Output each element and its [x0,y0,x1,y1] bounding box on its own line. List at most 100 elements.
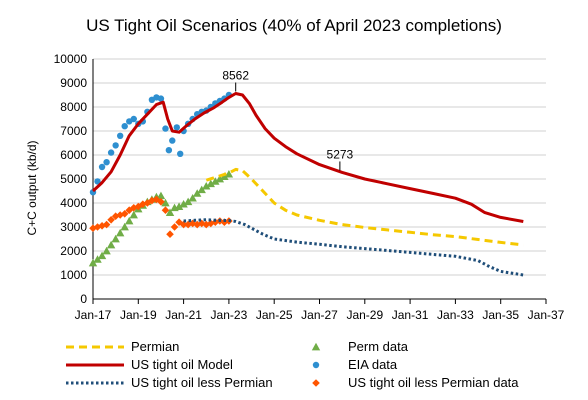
data-point [177,150,184,157]
data-point [188,194,197,202]
x-tick-label: Jan-37 [528,308,565,322]
data-point [215,174,225,183]
legend-entry: Permian [66,339,179,354]
data-point [103,159,110,166]
x-tick-label: Jan-35 [482,308,519,322]
data-point [98,163,106,171]
y-tick-label: 4000 [60,196,87,210]
y-tick-label: 7000 [60,124,87,138]
y-tick-label: 1000 [60,268,87,282]
series-line [205,167,524,247]
data-point [129,204,138,212]
data-point [165,208,175,216]
data-point [88,258,98,267]
data-point [161,198,170,207]
data-point [115,228,125,237]
data-point [179,220,188,229]
legend-label: US tight oil less Permian [131,375,273,390]
data-point [139,200,147,208]
axes: 0 1000 2000 3000 4000 5000 6000 7000 8000 9000 100… [54,52,565,322]
data-point [166,230,174,238]
legend-swatch [311,342,321,351]
chart-title: US Tight Oil Scenarios (40% of April 202… [86,16,502,35]
annotation-layer: 8562 5273 [222,69,354,171]
x-tick-label: Jan-19 [120,308,157,322]
data-point [125,216,134,225]
data-point [107,216,115,224]
data-point [121,123,128,130]
data-point [98,222,106,230]
y-tick-label: 5000 [60,172,87,186]
y-axis-label: C+C output (kb/d) [25,140,39,235]
data-point [157,95,165,102]
data-point [220,172,229,180]
data-point [169,137,176,144]
data-point [183,197,193,206]
data-point [192,189,202,197]
data-point [102,246,111,255]
data-point [175,218,183,226]
legend-entry: US tight oil less Permian [66,375,273,390]
data-point [156,191,166,200]
data-point [120,210,129,218]
x-tick-label: Jan-23 [211,308,248,322]
data-point [148,196,156,205]
gridlines [93,58,546,300]
legend-label: EIA data [348,357,398,372]
y-tick-label: 10000 [54,52,88,66]
x-tick-label: Jan-25 [256,308,293,322]
y-tick-label: 2000 [60,244,87,258]
data-point [112,142,119,149]
data-point [134,202,143,211]
legend-label: Perm data [348,339,409,354]
data-point [211,177,220,185]
data-point [102,220,111,229]
data-point [116,132,124,139]
data-point [93,255,102,263]
data-point [152,195,161,204]
data-point [120,222,129,231]
legend-entry: US tight oil less Permian data [312,375,519,390]
series-us-tight-oil-model [91,92,524,223]
x-tick-label: Jan-31 [392,308,429,322]
x-tick-label: Jan-17 [75,308,112,322]
data-point [107,149,115,156]
data-point [162,125,169,132]
legend-swatch [312,361,320,369]
legend-entry: US tight oil Model [66,357,233,372]
legend-swatch [312,379,320,387]
series-line [91,92,524,223]
y-tick-label: 6000 [60,148,87,162]
legend-label: US tight oil less Permian data [348,375,519,390]
data-point [165,147,173,154]
y-tick-label: 9000 [60,76,87,90]
data-point [174,202,184,210]
x-tick-label: Jan-29 [346,308,383,322]
data-point [130,115,137,123]
data-point [170,223,179,231]
annotation-label: 5273 [327,147,354,161]
data-point [97,251,107,260]
data-point [125,206,134,214]
legend-entry: Perm data [311,339,409,354]
data-point [157,198,165,206]
data-point [129,210,138,219]
y-tick-label: 0 [80,292,87,306]
data-point [94,178,101,185]
data-point [224,170,234,178]
series-layer [88,91,524,277]
x-tick-label: Jan-33 [437,308,474,322]
data-point [184,220,192,229]
data-point [106,240,116,249]
data-point [206,179,215,188]
series-us-tight-oil-less-permian [183,218,524,277]
data-point [89,224,97,232]
y-tick-label: 8000 [60,100,87,114]
series-us-tight-oil-less-permian-data [89,195,233,238]
x-tick-label: Jan-21 [165,308,202,322]
data-point [173,124,181,131]
data-point [179,200,188,208]
data-point [161,206,170,214]
data-point [202,182,211,190]
